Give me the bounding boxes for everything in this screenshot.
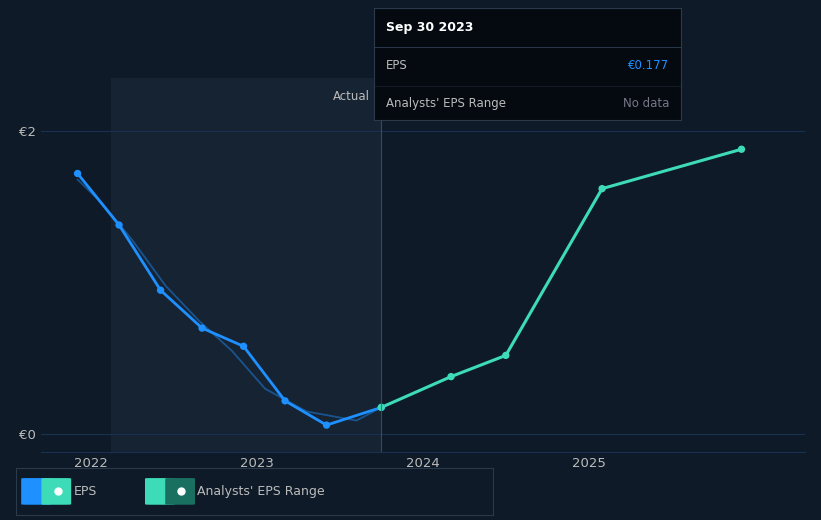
Point: [195, 324, 209, 332]
Text: Analysts' EPS Range: Analysts' EPS Range: [386, 97, 506, 110]
Point: [595, 185, 608, 193]
Point: [71, 170, 84, 178]
Text: Analysts Forecasts: Analysts Forecasts: [398, 90, 508, 103]
Text: EPS: EPS: [74, 485, 97, 498]
FancyBboxPatch shape: [165, 478, 195, 505]
Point: [499, 351, 512, 359]
FancyBboxPatch shape: [41, 478, 71, 505]
Point: [320, 421, 333, 430]
Text: Sep 30 2023: Sep 30 2023: [386, 21, 473, 34]
Point: [735, 145, 748, 153]
Point: [374, 403, 388, 411]
Point: [237, 342, 250, 350]
Text: EPS: EPS: [386, 59, 407, 72]
Bar: [111, 78, 381, 452]
Point: [112, 221, 126, 229]
Text: Actual: Actual: [333, 90, 369, 103]
Point: [278, 397, 291, 405]
FancyBboxPatch shape: [21, 478, 51, 505]
Point: [374, 403, 388, 411]
FancyBboxPatch shape: [145, 478, 175, 505]
Point: [154, 286, 167, 294]
Text: No data: No data: [623, 97, 669, 110]
Text: Analysts' EPS Range: Analysts' EPS Range: [197, 485, 325, 498]
Point: [444, 372, 457, 381]
Text: €0.177: €0.177: [628, 59, 669, 72]
